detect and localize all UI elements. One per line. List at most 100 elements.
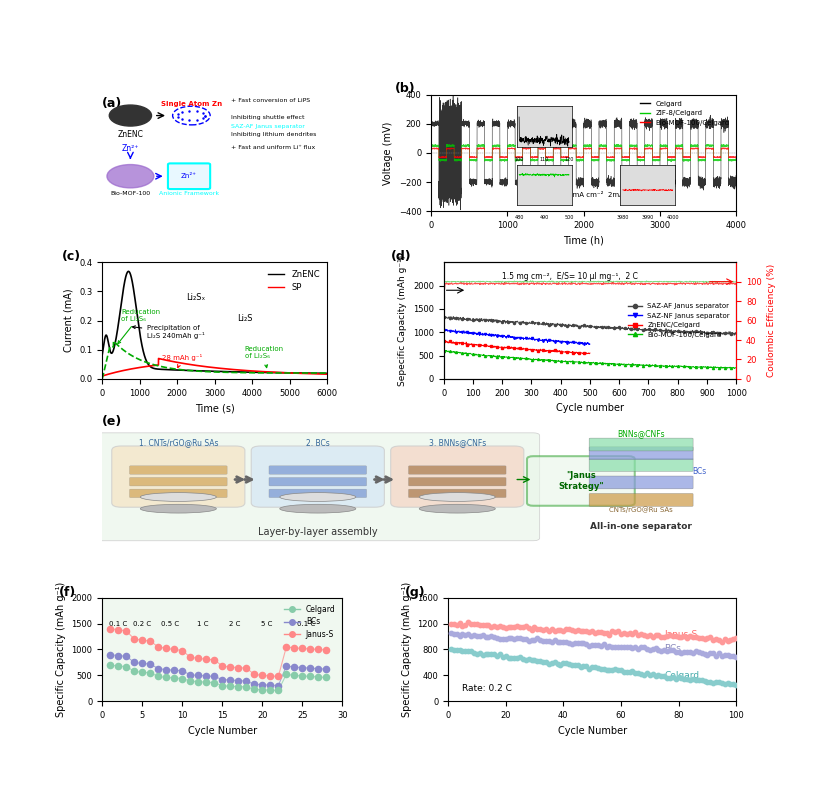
Text: 0.1 C: 0.1 C — [297, 621, 316, 626]
Point — [516, 621, 529, 634]
Point — [692, 675, 705, 687]
Point — [600, 626, 613, 639]
Point — [597, 627, 610, 640]
Point — [582, 626, 596, 638]
Point — [712, 647, 726, 660]
Point — [588, 661, 601, 674]
Point — [620, 666, 633, 678]
SAZ-AF Janus separator — [667, 328, 677, 337]
Janus-S — [200, 653, 213, 666]
BCs — [231, 675, 245, 687]
Point — [453, 617, 466, 630]
BCs — [184, 668, 197, 681]
Point — [465, 645, 478, 657]
Celgard — [296, 670, 309, 682]
Point — [594, 640, 607, 652]
Point — [586, 661, 599, 674]
Point — [640, 630, 654, 642]
Point — [701, 649, 714, 661]
Celgard — [176, 672, 189, 685]
Ellipse shape — [280, 492, 356, 501]
Text: Zn²⁺: Zn²⁺ — [181, 173, 197, 179]
Point — [525, 654, 538, 667]
Point — [537, 656, 550, 668]
Point — [672, 630, 685, 643]
Point — [444, 618, 457, 630]
Text: All-in-one separator: All-in-one separator — [590, 522, 692, 530]
SP — [322, 370, 332, 379]
Point — [551, 658, 564, 671]
Ellipse shape — [420, 492, 496, 501]
SAZ-NF Janus separator — [469, 329, 479, 338]
SP — [294, 369, 303, 378]
Text: CNTs/rGO@Ru SAs: CNTs/rGO@Ru SAs — [609, 506, 673, 513]
Point — [461, 616, 474, 629]
ZnENC — [97, 350, 107, 359]
Point — [551, 624, 564, 637]
Point — [623, 626, 636, 639]
SAZ-AF Janus separator — [558, 319, 568, 329]
Point — [546, 635, 559, 648]
X-axis label: Time (h): Time (h) — [564, 236, 605, 246]
FancyBboxPatch shape — [589, 438, 693, 451]
SP — [184, 359, 194, 369]
Point — [701, 676, 714, 689]
Point — [444, 627, 457, 640]
FancyBboxPatch shape — [408, 466, 506, 474]
FancyBboxPatch shape — [527, 456, 635, 506]
Point — [635, 641, 648, 653]
Point — [505, 652, 518, 664]
Text: Celgard: Celgard — [664, 671, 699, 680]
Celgard — [168, 671, 181, 684]
Point — [646, 668, 659, 681]
Point — [514, 632, 527, 645]
Point — [695, 646, 708, 659]
ZnENC/Celgard — [568, 348, 578, 358]
Point — [695, 631, 708, 644]
Point — [637, 629, 650, 641]
Point — [686, 630, 699, 643]
Celgard — [312, 671, 325, 683]
SAZ-NF Janus separator — [439, 325, 449, 335]
Point — [580, 660, 593, 673]
FancyBboxPatch shape — [408, 489, 506, 497]
Point — [557, 624, 570, 637]
Point — [586, 625, 599, 637]
Point — [565, 624, 578, 637]
Point — [703, 630, 717, 643]
ZnENC/Celgard — [557, 347, 567, 356]
Text: Li₂S: Li₂S — [237, 314, 253, 322]
Point — [540, 656, 553, 668]
Y-axis label: Coulombic Efficiency (%): Coulombic Efficiency (%) — [767, 264, 776, 377]
Point — [514, 651, 527, 663]
Point — [473, 619, 486, 632]
Line: SAZ-AF Janus separator: SAZ-AF Janus separator — [443, 315, 737, 336]
Point — [528, 621, 541, 634]
Celgard — [112, 660, 125, 672]
Point — [606, 625, 619, 637]
SAZ-AF Janus separator — [731, 329, 741, 338]
Point — [537, 634, 550, 647]
Point — [476, 649, 489, 661]
Point — [470, 630, 483, 642]
X-axis label: Time (s): Time (s) — [195, 403, 235, 413]
Point — [557, 657, 570, 670]
X-axis label: Cycle Number: Cycle Number — [188, 726, 257, 735]
FancyBboxPatch shape — [129, 478, 227, 486]
Point — [470, 648, 483, 660]
Celgard — [303, 670, 317, 682]
Point — [467, 618, 480, 630]
Point — [614, 664, 627, 677]
FancyBboxPatch shape — [589, 476, 693, 489]
Point — [724, 678, 737, 690]
Point — [681, 645, 694, 658]
FancyBboxPatch shape — [269, 478, 366, 486]
BCs — [104, 649, 117, 661]
FancyBboxPatch shape — [589, 493, 693, 507]
SAZ-NF Janus separator — [557, 336, 567, 346]
Bio-MOF-100/Celgard — [568, 358, 578, 367]
Point — [663, 644, 676, 656]
Janus-S — [272, 670, 285, 682]
Text: BNNs@CNFs: BNNs@CNFs — [618, 429, 665, 438]
Point — [629, 667, 642, 679]
